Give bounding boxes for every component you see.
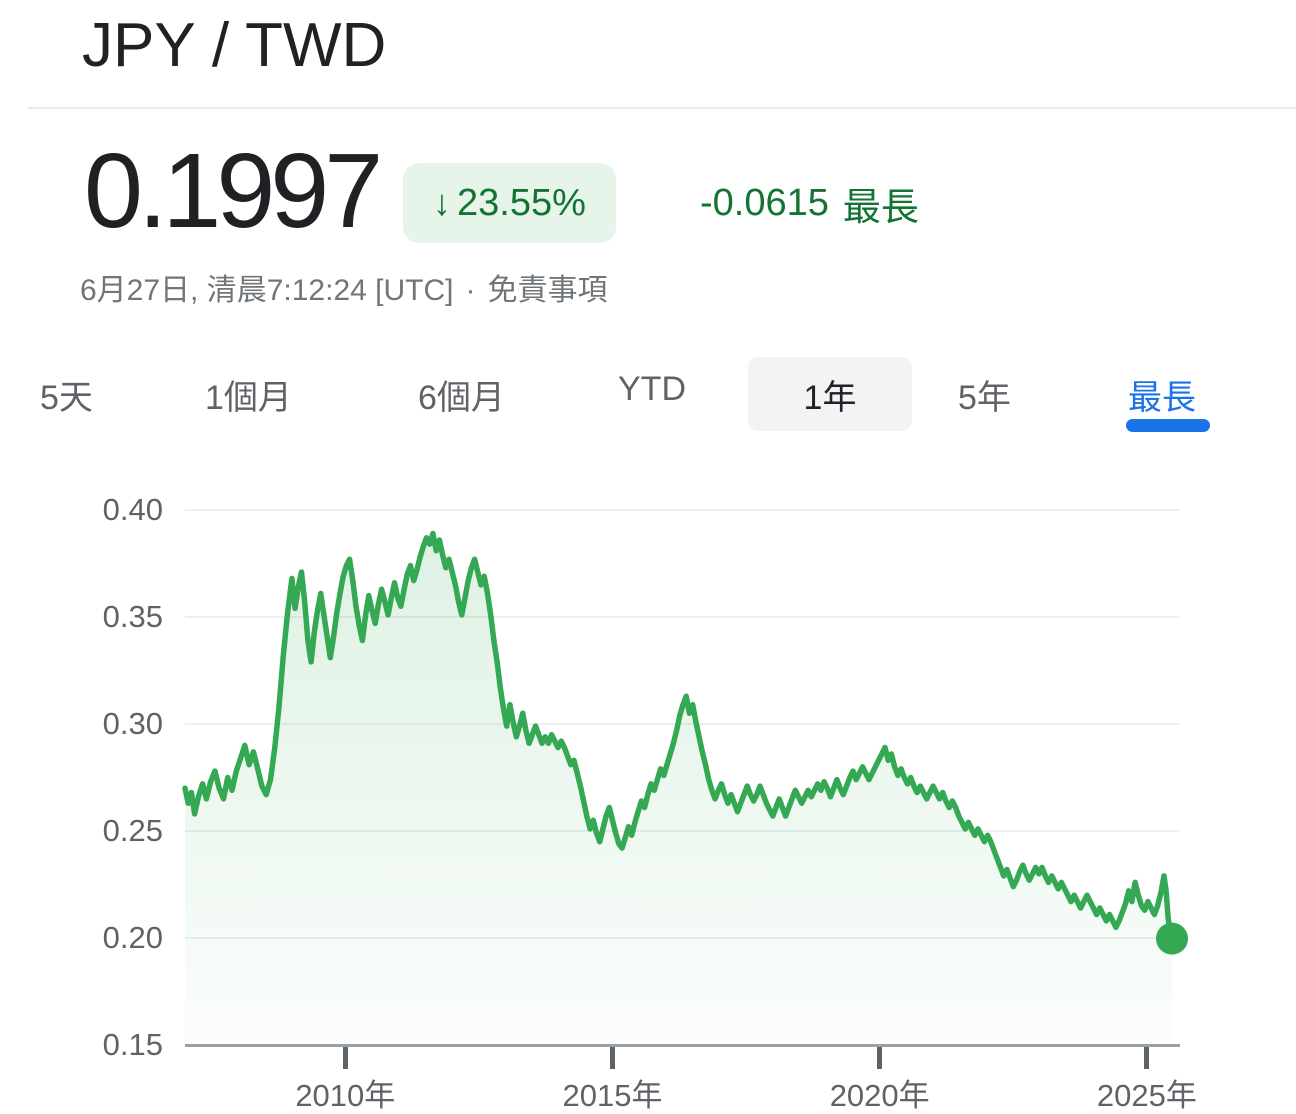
range-tab-label: 1個月 <box>205 379 292 417</box>
change-percent-badge: ↓ 23.55% <box>403 163 616 243</box>
y-axis-tick-label: 0.30 <box>102 706 163 741</box>
range-tab-6m[interactable]: 6個月 <box>418 370 505 419</box>
x-axis-tick <box>1144 1047 1150 1069</box>
x-axis-tick-label: 2020年 <box>829 1078 930 1113</box>
y-axis-tick-label: 0.15 <box>102 1027 163 1062</box>
chart-plot-area[interactable]: 2010年 2015年 2020年 2025年 <box>182 509 1197 1113</box>
range-tab-label: 1年 <box>803 378 857 417</box>
range-tab-max[interactable]: 最長 <box>1126 370 1210 432</box>
price-line <box>182 530 1175 942</box>
range-tab-label: YTD <box>618 370 686 408</box>
quote-timestamp-row: 6月27日, 清晨7:12:24 [UTC] · 免責事項 <box>80 265 607 309</box>
disclaimer-link[interactable]: 免責事項 <box>487 274 608 307</box>
range-tab-5d[interactable]: 5天 <box>40 370 93 419</box>
x-axis-tick-label: 2010年 <box>295 1078 396 1113</box>
page-title: JPY / TWD <box>82 11 387 80</box>
x-axis-tick <box>342 1047 348 1069</box>
change-percent-value: 23.55% <box>457 181 586 224</box>
price-area-fill <box>185 533 1172 1045</box>
dot-separator: · <box>465 274 476 307</box>
change-absolute-value: -0.0615 <box>700 181 829 224</box>
current-price: 0.1997 <box>84 132 383 250</box>
x-axis-baseline <box>185 1044 1180 1047</box>
y-axis-tick-label: 0.35 <box>102 599 163 634</box>
price-history-chart <box>182 530 1188 1045</box>
range-tab-label: 5年 <box>958 379 1011 417</box>
gridline <box>185 616 1180 618</box>
header-divider <box>28 107 1296 109</box>
range-tab-1y[interactable]: 1年 <box>748 357 912 431</box>
range-tab-label: 6個月 <box>418 379 505 417</box>
x-axis-tick <box>877 1047 883 1069</box>
range-tab-5y[interactable]: 5年 <box>958 370 1011 419</box>
y-axis-tick-label: 0.25 <box>102 813 163 848</box>
range-tab-1m[interactable]: 1個月 <box>205 370 292 419</box>
range-tabs: 5天 1個月 6個月 YTD 1年 5年 最長 <box>0 355 1296 439</box>
latest-price-dot <box>1156 922 1188 955</box>
change-absolute-row: -0.0615 最長 <box>700 163 919 243</box>
gridline <box>185 509 1180 511</box>
range-tab-label: 5天 <box>40 379 93 417</box>
x-axis-tick <box>609 1047 615 1069</box>
active-tab-underline <box>1126 419 1210 432</box>
x-axis-tick-label: 2015年 <box>562 1078 663 1113</box>
y-axis-labels: 0.40 0.35 0.30 0.25 0.20 0.15 <box>0 492 163 1062</box>
range-tab-label: 最長 <box>1128 379 1196 417</box>
range-tab-ytd[interactable]: YTD <box>618 370 686 409</box>
quote-timestamp: 6月27日, 清晨7:12:24 [UTC] <box>80 274 454 307</box>
x-axis-tick-label: 2025年 <box>1096 1078 1197 1113</box>
y-axis-tick-label: 0.40 <box>102 492 163 527</box>
change-range-label: 最長 <box>842 186 919 229</box>
arrow-down-icon: ↓ <box>433 182 451 223</box>
y-axis-tick-label: 0.20 <box>102 920 163 955</box>
